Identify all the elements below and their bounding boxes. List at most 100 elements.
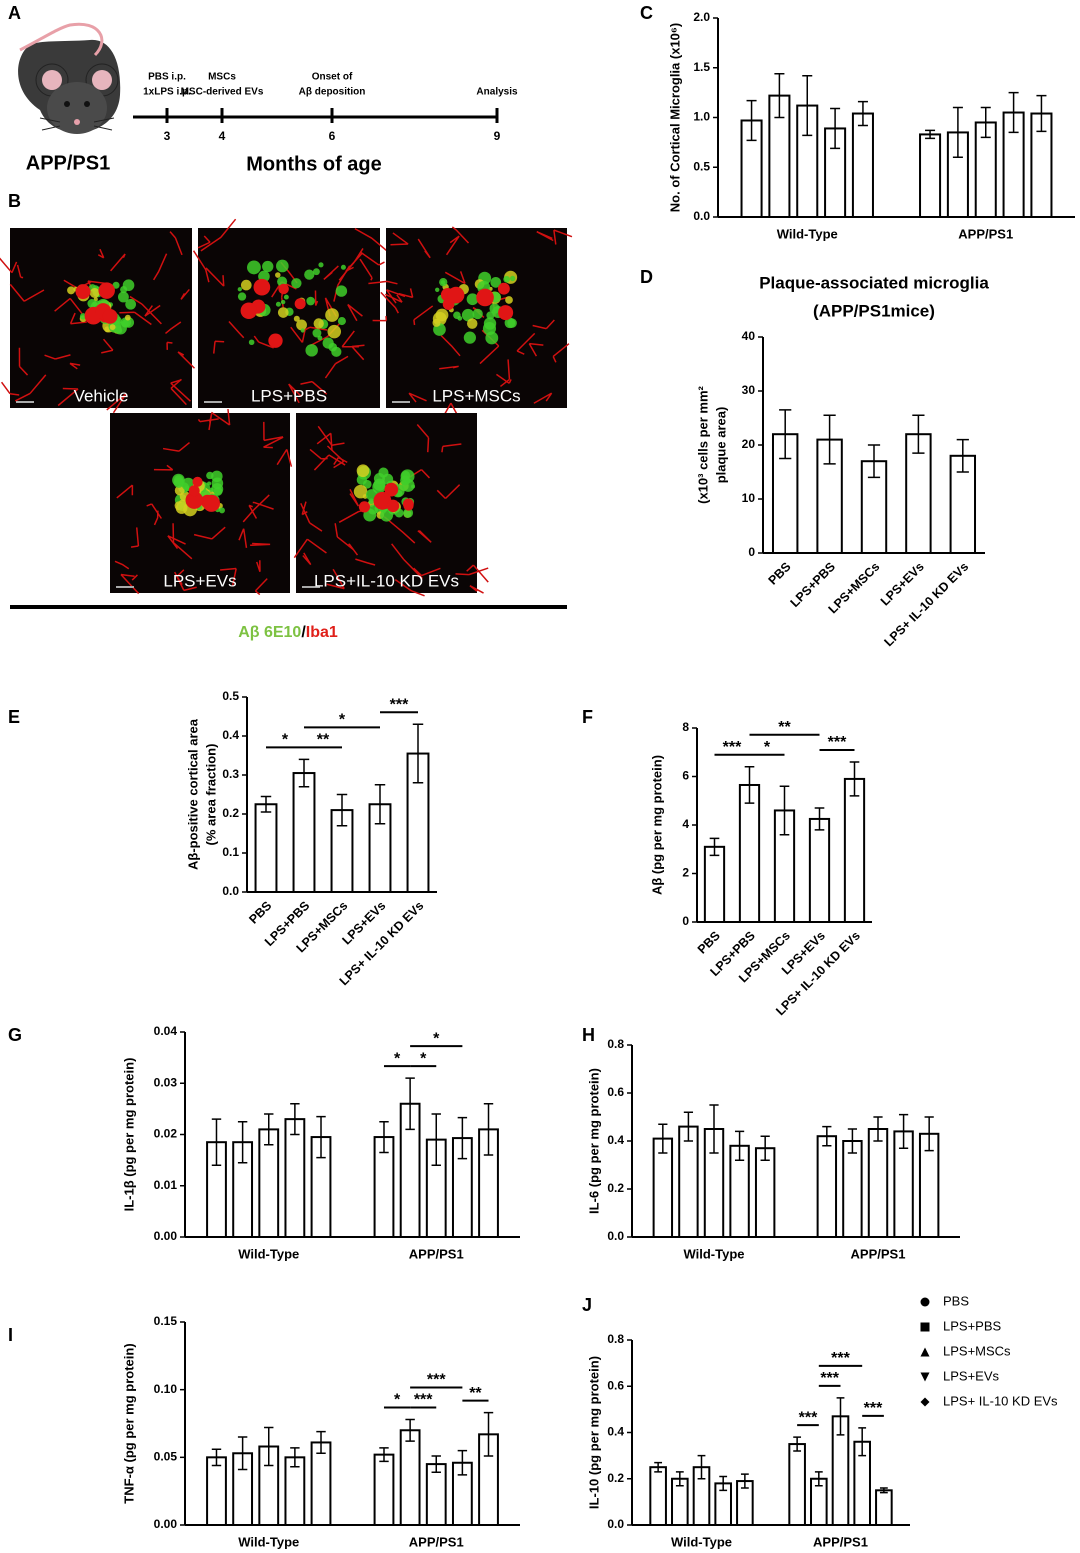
- microglia-body: [102, 309, 118, 324]
- y-tick-label: 0.4: [607, 1425, 624, 1439]
- y-tick-label: 0.04: [154, 1024, 178, 1038]
- error-bar: [683, 1111, 694, 1142]
- microglia-process: [220, 567, 237, 587]
- amyloid-plaque: [237, 292, 247, 301]
- microglia-process: [254, 578, 268, 596]
- microglia-process: [290, 326, 306, 343]
- amyloid-plaque: [237, 287, 242, 292]
- error-bar: [483, 1103, 494, 1156]
- microglia-process: [553, 229, 573, 245]
- y-axis-label: IL-6 (pg per mg protein): [586, 1068, 601, 1214]
- legend-label: LPS+EVs: [943, 1368, 1000, 1383]
- microglia-process: [242, 494, 270, 523]
- error-bar: [849, 761, 860, 797]
- microglia-body: [278, 283, 289, 295]
- y-axis-label: IL-10 (pg per mg protein): [586, 1356, 601, 1509]
- y-axis-label: Aβ-positive cortical area: [185, 718, 200, 870]
- amyloid-plaque: [403, 507, 414, 518]
- microglia-process: [334, 523, 354, 551]
- microglia-process: [440, 335, 461, 357]
- microglia-process: [359, 258, 373, 281]
- microglia-process: [69, 312, 87, 325]
- amyloid-plaque: [276, 259, 289, 273]
- y-tick-label: 1.5: [693, 60, 710, 74]
- amyloid-plaque: [466, 293, 479, 306]
- amyloid-plaque: [509, 275, 516, 282]
- amyloid-plaque: [211, 483, 224, 496]
- amyloid-plaque: [120, 286, 128, 294]
- microglia-process: [317, 425, 345, 447]
- microglia-process: [162, 441, 190, 452]
- y-tick-label: 6: [682, 769, 689, 783]
- bar: [284, 1118, 306, 1238]
- microglia-body: [192, 476, 203, 487]
- microglia-process: [528, 342, 544, 357]
- error-bar: [483, 1411, 494, 1457]
- bar: [860, 460, 888, 555]
- microglia-process: [57, 387, 79, 407]
- panel-label: G: [8, 1025, 22, 1045]
- micrograph: LPS+MSCs: [368, 226, 573, 422]
- error-bar: [316, 1115, 326, 1159]
- bar: [703, 845, 726, 924]
- error-bar: [774, 72, 785, 119]
- y-tick-label: 30: [742, 383, 756, 397]
- significance-label: *: [339, 712, 346, 729]
- y-tick-label: 0.5: [222, 689, 239, 703]
- amyloid-plaque: [340, 264, 346, 270]
- y-tick-label: 0.6: [607, 1378, 624, 1392]
- microglia-process: [152, 253, 168, 281]
- x-tick-label: Wild-Type: [683, 1246, 744, 1261]
- bar: [425, 1463, 447, 1526]
- significance-label: ***: [799, 1409, 818, 1426]
- microglia-process: [413, 305, 434, 326]
- error-bar: [316, 1430, 326, 1455]
- error-bar: [211, 1448, 222, 1467]
- panel-label: E: [8, 707, 20, 727]
- microglia-process: [394, 578, 425, 597]
- amyloid-plaque: [490, 276, 502, 288]
- microglia-process: [208, 413, 213, 431]
- y-tick-label: 8: [682, 720, 689, 734]
- panel-label: B: [8, 191, 21, 211]
- error-bar: [912, 414, 925, 454]
- amyloid-plaque: [112, 281, 120, 289]
- microglia-process: [313, 454, 346, 471]
- amyloid-plaque: [453, 311, 461, 320]
- microglia-body: [253, 278, 271, 296]
- x-tick-label: PBS: [766, 560, 794, 588]
- microglia-process: [238, 528, 248, 548]
- microglia-process: [0, 381, 20, 396]
- error-bar: [873, 1116, 883, 1142]
- error-bar: [867, 444, 881, 479]
- microglia-process: [408, 392, 427, 403]
- bar: [851, 112, 874, 218]
- timeline-axis-label: Months of age: [246, 153, 382, 175]
- legend-marker: [920, 1397, 930, 1407]
- amyloid-plaque: [505, 296, 513, 304]
- microglia-process: [368, 280, 398, 285]
- stain-red: Iba1: [306, 624, 338, 641]
- bar: [738, 783, 761, 923]
- error-bar: [237, 1436, 248, 1471]
- microglia-process: [300, 503, 323, 532]
- microglia-process: [439, 365, 459, 370]
- microglia-process: [466, 564, 489, 583]
- error-bar: [814, 1471, 823, 1487]
- amyloid-plaque: [435, 308, 449, 322]
- y-tick-label: 0.8: [607, 1332, 624, 1346]
- error-bar: [374, 784, 386, 825]
- amyloid-plaque: [293, 315, 300, 322]
- microglia-body: [358, 501, 370, 513]
- microglia-process: [496, 373, 512, 384]
- y-tick-label: 0.1: [222, 845, 239, 859]
- event-label: MSC-derived EVs: [181, 87, 264, 98]
- amyloid-plaque: [291, 278, 302, 289]
- amyloid-plaque: [283, 294, 289, 300]
- y-axis-label: Aβ (pg per mg protein): [649, 755, 664, 895]
- legend-marker: [920, 1322, 930, 1332]
- bar: [258, 1128, 280, 1238]
- error-bar: [654, 1461, 663, 1473]
- significance-label: ***: [864, 1400, 883, 1417]
- microglia-process: [359, 251, 385, 266]
